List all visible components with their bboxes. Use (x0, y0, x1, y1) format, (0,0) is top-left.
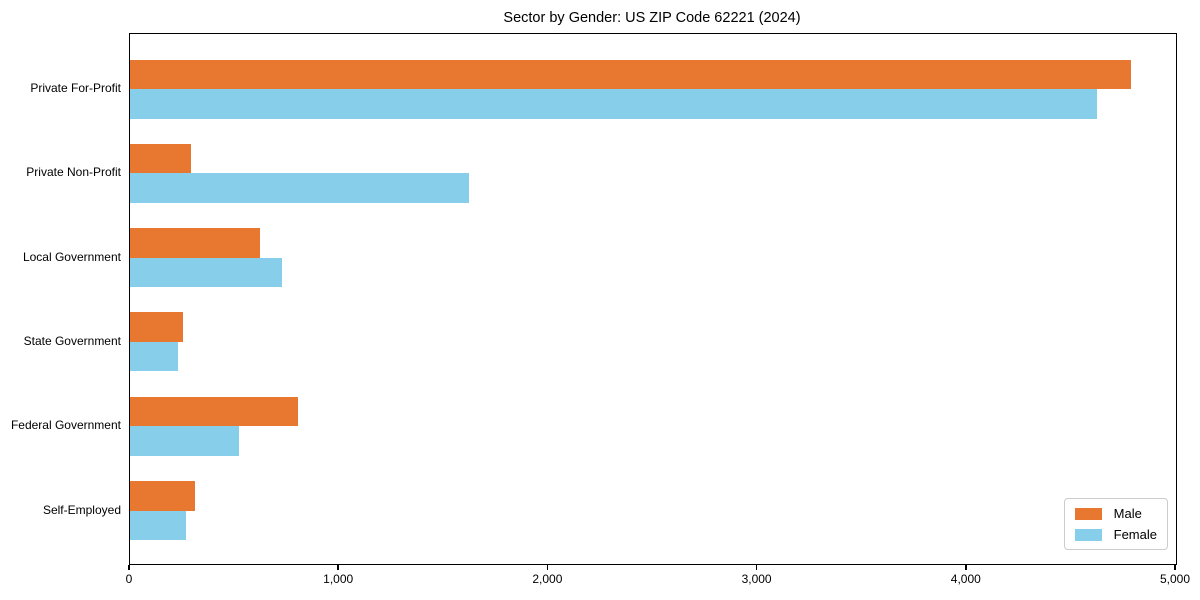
chart-title: Sector by Gender: US ZIP Code 62221 (202… (503, 10, 801, 26)
x-tick-label-0: 0 (125, 572, 133, 586)
bar-female-state-government (130, 341, 179, 372)
bar-female-private-for-profit (130, 89, 1097, 119)
bar-female-self-employed (130, 510, 187, 540)
x-tick-mark-4-000 (965, 564, 967, 570)
x-tick-mark-0 (128, 564, 130, 570)
x-tick-label-5-000: 5,000 (1159, 572, 1191, 586)
bar-male-private-non-profit (130, 143, 191, 174)
bar-female-federal-government (130, 426, 239, 456)
legend: Male Female (1063, 498, 1168, 550)
bar-female-local-government (130, 257, 282, 288)
category-label-federal-government: Federal Government (10, 418, 121, 433)
x-tick-label-2-000: 2,000 (532, 572, 563, 586)
x-tick-mark-2-000 (546, 564, 549, 570)
bar-female-private-non-profit (130, 173, 469, 203)
category-label-private-non-profit: Private Non-Profit (26, 165, 121, 180)
x-tick-mark-3-000 (755, 564, 758, 570)
category-label-state-government: State Government (23, 333, 121, 348)
legend-label-male: Male (1113, 506, 1142, 521)
x-tick-label-3-000: 3,000 (741, 572, 772, 586)
x-tick-label-4-000: 4,000 (950, 572, 981, 586)
bar-male-local-government (130, 228, 260, 258)
legend-swatch-male (1074, 507, 1102, 520)
x-tick-mark-5-000 (1174, 564, 1176, 570)
plot-area: Male Female (129, 33, 1177, 565)
legend-item-female: Female (1074, 527, 1157, 542)
legend-swatch-female (1074, 528, 1102, 541)
legend-item-male: Male (1074, 506, 1157, 521)
bar-male-self-employed (130, 481, 195, 511)
bar-male-federal-government (130, 396, 299, 427)
legend-label-female: Female (1113, 527, 1157, 542)
category-label-self-employed: Self-Employed (42, 502, 121, 517)
bar-male-private-for-profit (130, 59, 1132, 89)
category-label-private-for-profit: Private For-Profit (30, 81, 121, 95)
bar-male-state-government (130, 312, 184, 342)
category-label-local-government: Local Government (22, 249, 121, 264)
x-tick-mark-1-000 (337, 564, 339, 570)
x-tick-label-1-000: 1,000 (323, 572, 354, 586)
